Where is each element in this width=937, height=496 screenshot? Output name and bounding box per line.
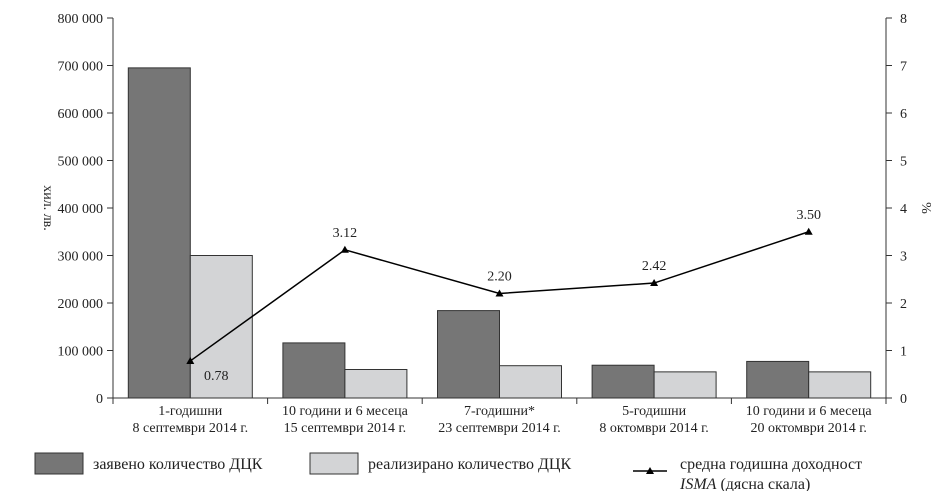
category-label-line: 20 октомври 2014 г.	[750, 421, 866, 436]
right-tick-label: 4	[900, 202, 907, 217]
yield-data-label: 3.50	[796, 208, 821, 223]
y-axis-title-right: %	[918, 202, 933, 214]
yield-marker	[186, 356, 195, 364]
category-label: 1-годишни 8 септември 2014 г.	[133, 404, 249, 436]
bar-requested	[591, 364, 655, 399]
right-tick-label: 8	[900, 12, 907, 27]
left-tick-label: 100 000	[58, 345, 104, 360]
right-tick-label: 1	[900, 345, 907, 360]
left-tick-label: 600 000	[58, 107, 104, 122]
right-tick-label: 5	[900, 155, 907, 170]
yield-marker	[650, 279, 659, 287]
category-label-line: 8 октомври 2014 г.	[599, 421, 708, 436]
legend-swatch-realized	[309, 452, 359, 475]
yield-marker	[340, 245, 349, 253]
legend-label-yield-isma: ISMA	[679, 476, 717, 491]
y-axis-title-left: хил. лв.	[40, 185, 55, 231]
legend-marker-yield	[646, 467, 654, 474]
left-tick-label: 300 000	[58, 250, 104, 265]
category-label: 7-годишни* 23 септември 2014 г.	[438, 404, 561, 436]
category-label-line: 15 септември 2014 г.	[284, 421, 407, 436]
category-label-line: 10 години и 6 месеца	[746, 404, 873, 419]
yield-data-label: 0.78	[204, 369, 229, 384]
left-tick-label: 0	[96, 392, 103, 407]
legend-label-yield-line1: средна годишна доходност	[680, 456, 862, 473]
left-tick-label: 800 000	[58, 12, 104, 27]
category-label-line: 5-годишни	[622, 404, 687, 419]
bar-realized	[808, 371, 872, 399]
legend-label-requested: заявено количество ДЦК	[93, 456, 263, 473]
bar-realized	[189, 255, 253, 399]
legend-label-yield-scale: (дясна скала)	[716, 476, 810, 491]
left-tick-label: 400 000	[58, 202, 104, 217]
right-tick-label: 2	[900, 297, 907, 312]
right-tick-label: 7	[900, 60, 907, 75]
left-tick-label: 200 000	[58, 297, 104, 312]
yield-data-label: 2.20	[487, 270, 512, 285]
bar-requested	[282, 342, 346, 399]
category-label-line: 23 септември 2014 г.	[438, 421, 561, 436]
bar-realized	[499, 365, 562, 399]
yield-marker	[804, 227, 813, 235]
legend-label-yield-line2: ISMA (дясна скала)	[679, 476, 810, 491]
yield-marker	[495, 289, 504, 297]
legend-swatch-requested	[34, 452, 84, 475]
left-tick-label: 500 000	[58, 155, 104, 170]
category-label-line: 1-годишни	[158, 404, 223, 419]
bar-realized	[344, 369, 408, 399]
right-tick-label: 6	[900, 107, 907, 122]
yield-data-label: 3.12	[333, 226, 358, 241]
category-label-line: 8 септември 2014 г.	[133, 421, 249, 436]
category-label: 5-годишни 8 октомври 2014 г.	[599, 404, 708, 436]
category-label-line: 10 години и 6 месеца	[282, 404, 409, 419]
bar-requested	[437, 310, 500, 399]
right-tick-label: 0	[900, 392, 907, 407]
category-label-line: 7-годишни*	[464, 404, 535, 419]
left-tick-label: 700 000	[58, 60, 104, 75]
category-label: 10 години и 6 месеца 20 октомври 2014 г.	[746, 404, 873, 436]
yield-data-label: 2.42	[642, 259, 667, 274]
right-tick-label: 3	[900, 250, 907, 265]
category-label: 10 години и 6 месеца 15 септември 2014 г.	[282, 404, 409, 436]
bar-requested	[746, 360, 810, 399]
bar-requested	[127, 67, 191, 399]
bar-realized	[653, 371, 717, 399]
legend-label-realized: реализирано количество ДЦК	[368, 456, 571, 473]
